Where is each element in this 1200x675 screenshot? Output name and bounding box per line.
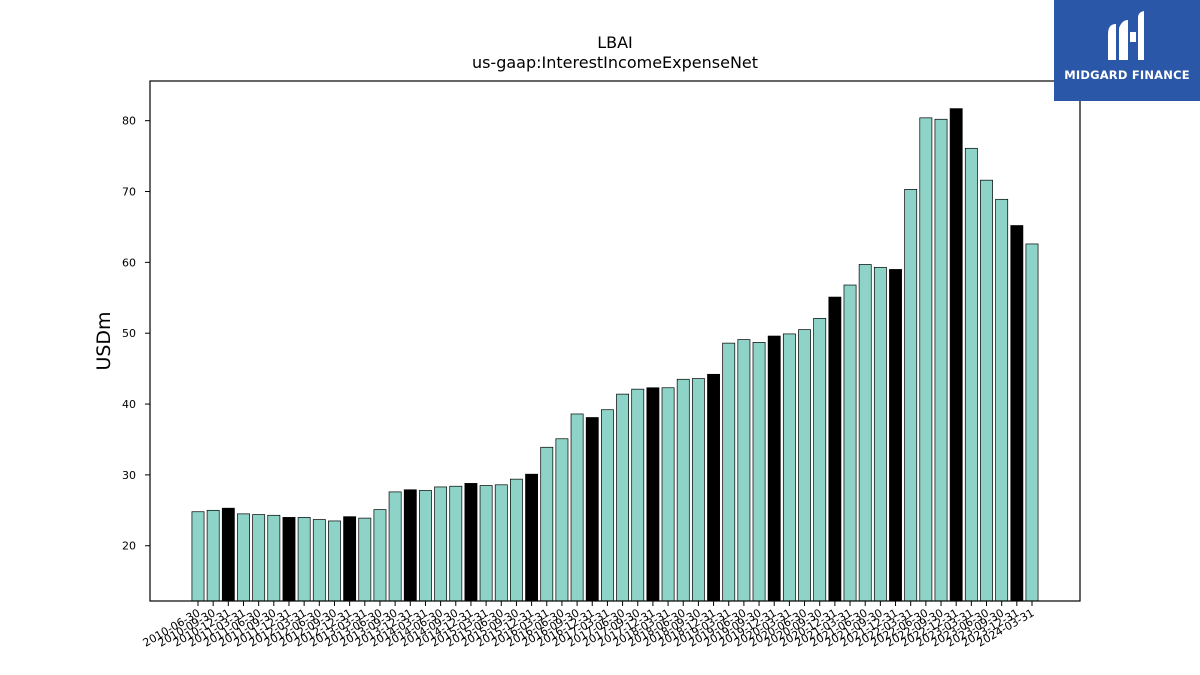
bar-2021-12-31 [889, 269, 902, 602]
bar-2013-09-30 [388, 491, 402, 602]
bar-2024-03-31 [1025, 243, 1039, 602]
y-tick-label: 50 [122, 327, 136, 340]
bar-2014-03-31 [419, 490, 432, 602]
bar-2022-06-30 [919, 117, 933, 602]
bar-2013-12-31 [403, 489, 417, 602]
bar-2011-12-31 [282, 517, 296, 602]
bar-2022-03-31 [904, 189, 918, 602]
bar-2023-03-31 [964, 147, 978, 602]
bar-2012-03-31 [297, 517, 311, 602]
bar-2021-06-30 [858, 264, 872, 602]
x-axis-ticks: 2010-06-302010-09-302010-12-312011-03-31… [141, 601, 1037, 650]
bar-2010-09-30 [206, 509, 220, 602]
bar-2014-06-30 [434, 486, 448, 602]
bar-2017-06-30 [616, 393, 630, 602]
bar-2017-09-30 [631, 388, 645, 602]
bar-2019-09-30 [752, 342, 766, 602]
bar-2019-06-30 [737, 339, 751, 602]
bar-2018-06-30 [676, 378, 690, 602]
bar-2017-12-31 [646, 387, 660, 602]
midgard-m-logo-icon [1108, 11, 1144, 60]
bar-2023-06-30 [980, 179, 993, 602]
bar-2015-03-31 [479, 485, 493, 602]
bar-2022-12-31 [949, 108, 963, 602]
bars-layer [191, 108, 1039, 602]
bar-2019-12-31 [767, 335, 781, 602]
midgard-finance-logo: MIDGARD FINANCE [1054, 0, 1200, 101]
y-tick-label: 80 [122, 115, 136, 128]
bar-2016-09-30 [570, 413, 584, 602]
bar-2015-09-30 [510, 478, 523, 602]
bar-2011-09-30 [267, 514, 281, 602]
bar-2016-03-31 [540, 446, 554, 602]
bar-2012-12-31 [343, 516, 357, 602]
bar-2013-03-31 [358, 517, 372, 602]
y-tick-label: 30 [122, 469, 136, 482]
y-tick-label: 40 [122, 398, 136, 411]
chart-subtitle: us-gaap:InterestIncomeExpenseNet [472, 53, 758, 72]
bar-2018-03-31 [661, 387, 675, 602]
bar-2018-09-30 [691, 378, 705, 602]
y-axis-label: USDm [93, 311, 115, 370]
bar-2011-03-31 [237, 513, 250, 602]
bar-2021-03-31 [843, 284, 857, 602]
bar-2013-06-30 [373, 509, 387, 602]
bar-2017-03-31 [600, 409, 614, 602]
bar-2010-06-30 [191, 511, 205, 602]
bar-2014-09-30 [449, 485, 463, 602]
bar-2019-03-31 [722, 342, 736, 602]
bar-2021-09-30 [873, 266, 887, 602]
bar-2016-12-31 [585, 417, 599, 602]
bar-2020-12-31 [828, 296, 842, 602]
bar-2016-06-30 [555, 438, 569, 602]
bar-2023-09-30 [995, 198, 1009, 602]
bar-2011-06-30 [252, 514, 266, 602]
y-tick-label: 60 [122, 256, 136, 269]
bar-2012-09-30 [328, 520, 341, 602]
bar-2020-09-30 [813, 317, 827, 602]
y-axis-ticks: 20 30 40 50 60 70 80 [122, 115, 150, 553]
bar-2020-03-31 [782, 333, 796, 602]
bar-2012-06-30 [312, 519, 326, 602]
y-tick-label: 20 [122, 540, 136, 553]
bar-2010-12-31 [221, 507, 235, 602]
chart-title: LBAI [597, 33, 633, 52]
bar-2014-12-31 [464, 483, 478, 602]
bar-2015-12-31 [525, 473, 539, 602]
bar-2023-12-31 [1010, 225, 1024, 602]
bar-2022-09-30 [934, 118, 948, 602]
plot-frame [149, 80, 1081, 602]
logo-text: MIDGARD FINANCE [1064, 68, 1190, 82]
bar-2020-06-30 [798, 329, 811, 602]
bar-2018-12-31 [707, 373, 720, 602]
bar-2015-06-30 [494, 484, 508, 602]
y-tick-label: 70 [122, 186, 136, 199]
